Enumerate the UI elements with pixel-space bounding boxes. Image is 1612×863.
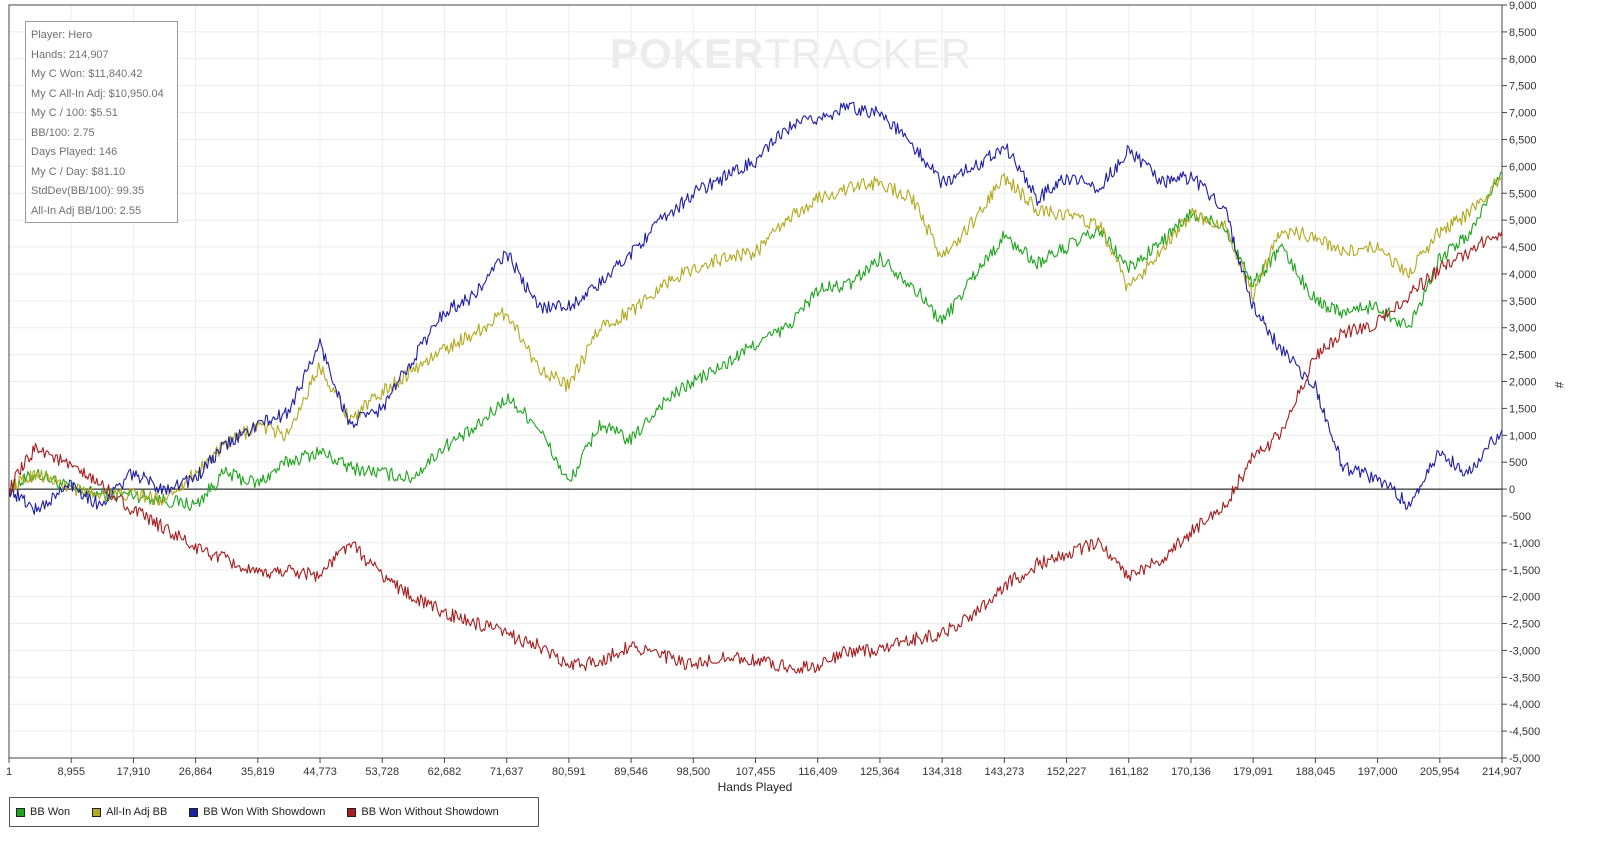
legend-label-bb-won-without-showdown: BB Won Without Showdown [361, 806, 499, 818]
series-line-bb-won-without-showdown [8, 230, 1503, 674]
y-tick-label: -3,500 [1509, 672, 1540, 684]
x-tick-label: 152,227 [1047, 766, 1087, 778]
y-tick-label: 5,500 [1509, 188, 1537, 200]
y-tick-label: 7,000 [1509, 108, 1537, 120]
x-tick-label: 214,907 [1482, 766, 1522, 778]
y-tick-label: 1,500 [1509, 403, 1537, 415]
chart-grid [8, 4, 1503, 759]
x-tick-label: 71,637 [490, 766, 524, 778]
x-tick-label: 89,546 [614, 766, 648, 778]
x-axis-title: Hands Played [718, 780, 793, 794]
y-tick-label: -4,000 [1509, 699, 1540, 711]
stats-panel: Player: Hero Hands: 214,907 My C Won: $1… [25, 21, 178, 223]
legend-swatch-bb-won-without-showdown [347, 807, 357, 817]
y-axis-ticks: 9,000 8,500 8,000 7,500 7,000 6,500 6,000 5,500… [1502, 0, 1540, 765]
stat-my-c-per-100: My C / 100: $5.51 [31, 107, 118, 119]
stat-my-c-per-day: My C / Day: $81.10 [31, 165, 126, 178]
y-tick-label: 0 [1509, 484, 1515, 496]
stat-all-in-adj-bb-100: All-In Adj BB/100: 2.55 [31, 204, 142, 217]
x-tick-label: 17,910 [117, 766, 151, 778]
legend-item-all-in-adj-bb[interactable]: All-In Adj BB [92, 806, 167, 818]
y-tick-label: 500 [1509, 457, 1527, 469]
x-tick-label: 8,955 [57, 766, 85, 778]
x-tick-label: 1 [6, 766, 12, 778]
legend-item-bb-won-without-showdown[interactable]: BB Won Without Showdown [347, 806, 499, 818]
watermark-part1: POKER [610, 30, 765, 77]
y-tick-label: 7,500 [1509, 81, 1537, 93]
y-tick-label: 9,000 [1509, 0, 1537, 12]
series-line-bb-won-with-showdown [8, 101, 1503, 515]
y-tick-label: 4,500 [1509, 242, 1537, 254]
x-tick-label: 107,455 [736, 766, 776, 778]
x-tick-label: 26,864 [179, 766, 213, 778]
x-tick-label: 143,273 [984, 766, 1024, 778]
stat-my-c-won: My C Won: $11,840.42 [31, 68, 143, 80]
y-tick-label: -4,500 [1509, 726, 1540, 738]
y-tick-label: 3,500 [1509, 296, 1537, 308]
x-tick-label: 188,045 [1296, 766, 1336, 778]
y-tick-label: 3,000 [1509, 323, 1537, 335]
legend-item-bb-won[interactable]: BB Won [16, 806, 70, 818]
series-line-bb-won [8, 171, 1503, 512]
y-tick-label: -500 [1509, 511, 1531, 523]
x-tick-label: 161,182 [1109, 766, 1149, 778]
x-tick-label: 125,364 [860, 766, 900, 778]
x-tick-label: 116,409 [798, 766, 837, 778]
y-tick-label: 4,000 [1509, 269, 1537, 281]
x-tick-label: 134,318 [922, 766, 962, 778]
stat-days-played: Days Played: 146 [31, 146, 118, 158]
chart-legend: BB Won All-In Adj BB BB Won With Showdow… [9, 797, 539, 827]
x-tick-label: 35,819 [241, 766, 275, 778]
stat-hands: Hands: 214,907 [31, 48, 109, 61]
legend-label-bb-won-with-showdown: BB Won With Showdown [203, 806, 326, 818]
legend-item-bb-won-with-showdown[interactable]: BB Won With Showdown [189, 806, 325, 818]
stat-stddev: StdDev(BB/100): 99.35 [31, 185, 145, 197]
y-tick-label: 1,000 [1509, 430, 1537, 442]
y-tick-label: 8,500 [1509, 27, 1537, 39]
x-tick-label: 62,682 [428, 766, 462, 778]
legend-swatch-bb-won-with-showdown [189, 807, 199, 817]
y-tick-label: -1,500 [1509, 565, 1540, 577]
legend-swatch-all-in-adj-bb [92, 807, 102, 817]
x-tick-label: 170,136 [1171, 766, 1211, 778]
y-axis-title: # [1552, 382, 1566, 389]
y-tick-label: 5,000 [1509, 215, 1537, 227]
y-tick-label: 6,500 [1509, 134, 1537, 146]
legend-swatch-bb-won [16, 807, 25, 817]
y-tick-label: -5,000 [1509, 753, 1540, 765]
y-tick-label: -3,000 [1509, 645, 1540, 657]
y-tick-label: 2,000 [1509, 377, 1537, 389]
x-tick-label: 80,591 [552, 766, 586, 778]
x-tick-label: 179,091 [1233, 766, 1273, 778]
stat-bb-per-100: BB/100: 2.75 [31, 126, 95, 139]
x-tick-label: 53,728 [365, 766, 399, 778]
y-tick-label: -2,500 [1509, 619, 1540, 631]
x-axis-ticks: 1 8,955 17,910 26,864 35,819 44,773 53,728 62,6… [6, 758, 1522, 778]
x-tick-label: 98,500 [676, 766, 710, 778]
legend-label-bb-won: BB Won [30, 806, 71, 818]
y-tick-label: -2,000 [1509, 592, 1540, 604]
y-tick-label: 6,000 [1509, 161, 1537, 173]
y-tick-label: 2,500 [1509, 350, 1537, 362]
y-tick-label: 8,000 [1509, 54, 1537, 66]
stat-my-c-all-in-adj: My C All-In Adj: $10,950.04 [31, 87, 164, 100]
y-tick-label: -1,000 [1509, 538, 1540, 550]
x-tick-label: 205,954 [1420, 766, 1460, 778]
watermark-part2: TRACKER [764, 30, 973, 77]
x-tick-label: 44,773 [303, 766, 337, 778]
chart-series [8, 101, 1503, 674]
pokertracker-watermark: POKERTRACKER [610, 30, 972, 78]
stat-player: Player: Hero [31, 29, 93, 41]
legend-label-all-in-adj-bb: All-In Adj BB [106, 806, 168, 818]
x-tick-label: 197,000 [1358, 766, 1398, 778]
